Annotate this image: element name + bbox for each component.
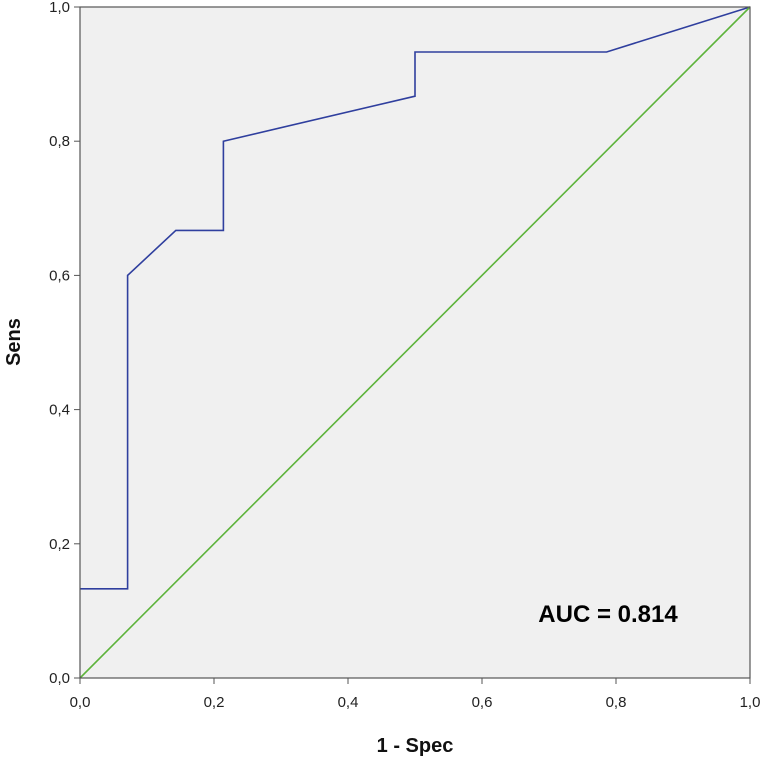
y-tick-label: 0,2: [49, 536, 70, 553]
x-tick-label: 1,0: [740, 694, 761, 711]
y-tick-label: 0,8: [49, 133, 70, 150]
y-tick-label: 0,0: [49, 670, 70, 687]
y-tick-label: 0,4: [49, 402, 70, 419]
x-tick-label: 0,0: [70, 694, 91, 711]
plot-frame: [79, 6, 751, 679]
x-axis-title: 1 - Spec: [377, 735, 454, 757]
x-tick-label: 0,6: [472, 694, 493, 711]
reference-diagonal-line: [79, 6, 751, 679]
y-tick-label: 1,0: [49, 0, 70, 16]
y-axis-ticks: 0,0 0,2 0,4 0,6 0,8 1,0: [49, 0, 80, 687]
annotation-auc: AUC = 0.814: [538, 601, 678, 628]
x-tick-label: 0,2: [204, 694, 225, 711]
x-tick-label: 0,4: [338, 694, 359, 711]
y-axis-title: Sens: [3, 318, 25, 366]
y-tick-label: 0,6: [49, 267, 70, 284]
x-tick-label: 0,8: [606, 694, 627, 711]
x-axis-ticks: 0,0 0,2 0,4 0,6 0,8 1,0: [70, 678, 761, 711]
roc-curve-line: [80, 6, 751, 590]
series-layer: [79, 6, 751, 679]
